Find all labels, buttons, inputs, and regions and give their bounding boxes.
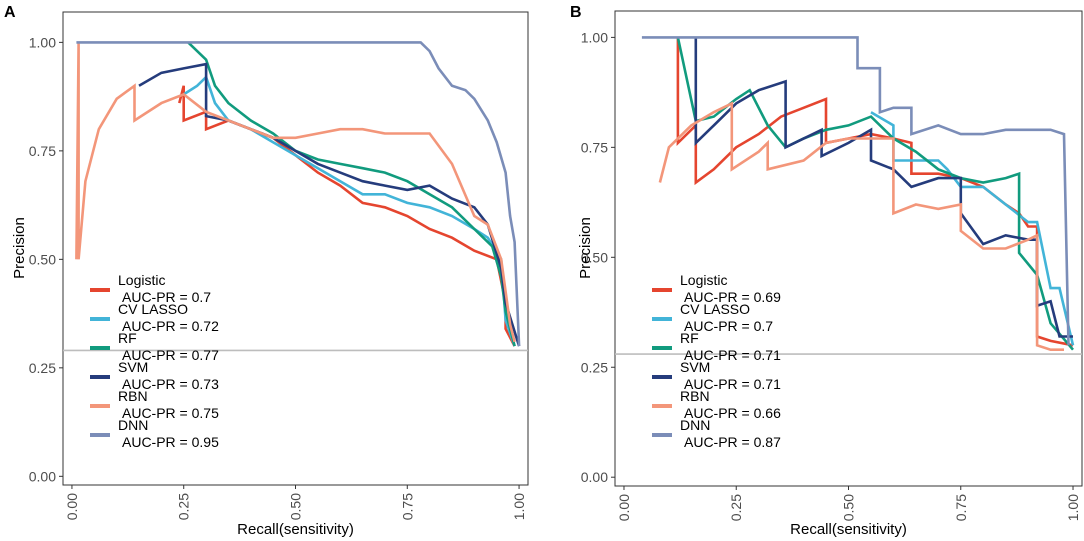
panel-b-series-dnn	[641, 36, 1070, 346]
panel-a-y-tick-label: 0.50	[29, 251, 56, 267]
panel-a-series-rbn	[75, 42, 516, 343]
panel-b-y-tick-label: 0.00	[581, 469, 608, 485]
panel-b-y-tick-label: 0.25	[581, 359, 608, 375]
panel-a-series-dnn	[76, 41, 521, 347]
panel-b-x-axis-title: Recall(sensitivity)	[790, 521, 907, 538]
panel-a-x-tick-label: 0.25	[176, 493, 192, 520]
panel-b: B 0.00 0.25 0.50 0.75 1.00 0.00 0.25 0.50 0.75 1.…	[570, 4, 1083, 538]
panel-b-legend-name: RF	[680, 330, 699, 346]
panel-b-y-tick-label: 0.75	[581, 139, 608, 155]
panel-b-y-axis-title: Precision	[577, 217, 594, 279]
panel-a-x-tick-label: 0.00	[64, 493, 80, 520]
panel-b-series-rf	[676, 37, 1074, 351]
panel-b-legend-auc: AUC-PR = 0.71	[684, 376, 781, 392]
panel-a-legend-auc: AUC-PR = 0.95	[122, 434, 219, 450]
panel-a-legend-auc: AUC-PR = 0.73	[122, 376, 219, 392]
panel-b-x-tick-label: 0.75	[953, 494, 969, 521]
panel-b-x-tick-label: 0.25	[728, 494, 744, 521]
panel-a-y-axis-title: Precision	[11, 217, 28, 279]
panel-b-legend-name: CV LASSO	[680, 301, 750, 317]
panel-b-legend-name: SVM	[680, 359, 710, 375]
panel-a-legend-auc: AUC-PR = 0.77	[122, 347, 219, 363]
panel-b-y-tick-label: 1.00	[581, 29, 608, 45]
panel-a-legend-name: CV LASSO	[118, 301, 188, 317]
panel-b-label: B	[570, 4, 582, 21]
panel-a-legend-auc: AUC-PR = 0.72	[122, 318, 219, 334]
panel-b-legend-auc: AUC-PR = 0.7	[684, 318, 773, 334]
panel-b-series-logistic	[676, 37, 1074, 347]
panel-a-label: A	[4, 4, 16, 21]
panel-a-x-tick-label: 0.50	[288, 493, 304, 520]
panel-a-legend-name: DNN	[118, 417, 148, 433]
panel-b-x-tick-label: 0.50	[841, 494, 857, 521]
panel-a-y-tick-label: 1.00	[29, 34, 56, 50]
panel-a-legend-name: Logistic	[118, 272, 165, 288]
panel-b-x-tick-label: 1.00	[1065, 494, 1081, 521]
panel-b-legend-auc: AUC-PR = 0.87	[684, 434, 781, 450]
panel-a-series-svm	[138, 62, 521, 347]
panel-b-legend-name: RBN	[680, 388, 710, 404]
panel-a-legend-name: RBN	[118, 388, 148, 404]
panel-b-legend-auc: AUC-PR = 0.71	[684, 347, 781, 363]
panel-a-legend-name: SVM	[118, 359, 148, 375]
panel-a-legend-auc: AUC-PR = 0.75	[122, 405, 219, 421]
panel-b-series-rbn	[658, 101, 1064, 352]
panel-a-series-rf	[187, 41, 516, 347]
panel-a: A 0.00 0.25 0.50 0.75 1.00 0.00 0.25 0.50 0.75 1.…	[4, 4, 529, 538]
panel-a-y-tick-label: 0.75	[29, 143, 56, 159]
panel-b-legend-name: DNN	[680, 417, 710, 433]
panel-a-x-axis-title: Recall(sensitivity)	[237, 521, 354, 538]
panel-a-legend-name: RF	[118, 330, 137, 346]
panel-a-y-tick-label: 0.25	[29, 360, 56, 376]
panel-b-legend-auc: AUC-PR = 0.66	[684, 405, 781, 421]
panel-a-series-cv-lasso	[182, 74, 516, 347]
panel-b-x-tick-label: 0.00	[616, 494, 632, 521]
panel-a-x-tick-label: 0.75	[399, 493, 415, 520]
panel-b-legend-name: Logistic	[680, 272, 727, 288]
panel-b-series-cv-lasso	[870, 111, 1075, 346]
panel-a-legend-auc: AUC-PR = 0.7	[122, 289, 211, 305]
panel-a-y-tick-label: 0.00	[29, 468, 56, 484]
panel-a-series-logistic	[178, 85, 516, 347]
panel-a-x-tick-label: 1.00	[511, 493, 527, 520]
panel-b-y-tick-label: 0.50	[581, 249, 608, 265]
panel-b-legend-auc: AUC-PR = 0.69	[684, 289, 781, 305]
